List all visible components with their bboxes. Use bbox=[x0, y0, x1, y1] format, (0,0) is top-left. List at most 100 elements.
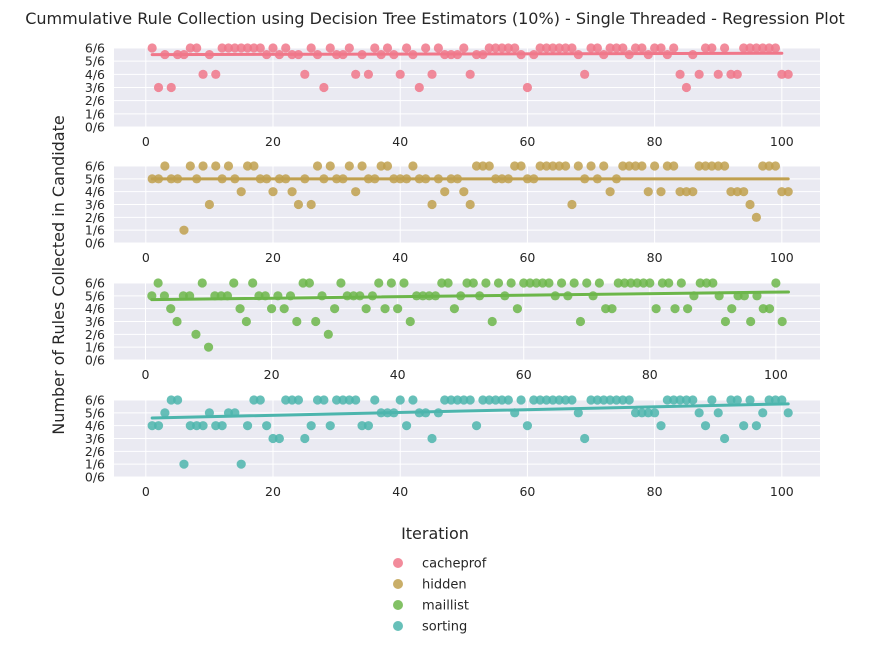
data-point-sorting bbox=[707, 395, 717, 405]
data-point-hidden bbox=[777, 187, 787, 197]
data-point-sorting bbox=[242, 421, 253, 431]
x-axis-label: Iteration bbox=[401, 524, 469, 543]
data-point-cacheprof bbox=[618, 43, 628, 53]
data-point-sorting bbox=[611, 395, 622, 405]
data-point-sorting bbox=[459, 395, 469, 405]
data-point-sorting bbox=[395, 395, 405, 405]
data-point-hidden bbox=[554, 161, 564, 171]
data-point-hidden bbox=[713, 161, 723, 171]
legend-marker-sorting bbox=[393, 621, 403, 631]
data-point-sorting bbox=[363, 421, 374, 431]
data-point-cacheprof bbox=[675, 69, 685, 79]
data-point-sorting bbox=[185, 421, 195, 431]
data-point-hidden bbox=[287, 187, 297, 197]
data-point-maillist bbox=[683, 304, 693, 314]
data-point-hidden bbox=[465, 199, 475, 210]
data-point-hidden bbox=[605, 187, 615, 197]
data-point-cacheprof bbox=[669, 43, 679, 53]
data-point-maillist bbox=[701, 278, 712, 288]
data-point-sorting bbox=[503, 395, 513, 405]
y-tick-label: 0/6 bbox=[85, 120, 105, 135]
legend-marker-cacheprof bbox=[393, 558, 403, 568]
data-point-maillist bbox=[764, 304, 775, 314]
data-point-maillist bbox=[304, 278, 315, 288]
data-point-sorting bbox=[236, 459, 246, 469]
data-point-maillist bbox=[437, 278, 447, 288]
data-point-sorting bbox=[262, 421, 272, 431]
x-tick-label: 100 bbox=[764, 367, 788, 382]
data-point-cacheprof bbox=[535, 43, 545, 53]
legend-label-maillist: maillist bbox=[422, 599, 469, 614]
data-point-maillist bbox=[248, 278, 258, 288]
data-point-maillist bbox=[569, 278, 579, 288]
data-point-hidden bbox=[630, 161, 641, 171]
data-point-cacheprof bbox=[700, 43, 711, 53]
data-point-cacheprof bbox=[344, 43, 354, 53]
data-point-hidden bbox=[751, 212, 761, 222]
data-point-sorting bbox=[452, 395, 463, 405]
data-point-sorting bbox=[325, 421, 335, 431]
data-point-maillist bbox=[506, 278, 516, 288]
data-point-sorting bbox=[529, 395, 539, 405]
x-tick-label: 0 bbox=[142, 250, 150, 265]
data-point-maillist bbox=[771, 278, 781, 288]
data-point-hidden bbox=[242, 161, 253, 171]
data-point-sorting bbox=[573, 408, 583, 418]
data-point-hidden bbox=[179, 225, 189, 235]
data-point-sorting bbox=[204, 408, 215, 418]
data-point-hidden bbox=[764, 161, 774, 171]
data-point-hidden bbox=[376, 161, 386, 171]
y-tick-label: 0/6 bbox=[85, 353, 105, 368]
data-point-cacheprof bbox=[694, 69, 704, 79]
y-tick-label: 5/6 bbox=[85, 405, 105, 420]
data-point-cacheprof bbox=[421, 43, 431, 53]
y-tick-label: 6/6 bbox=[85, 276, 105, 291]
x-tick-label: 60 bbox=[519, 250, 535, 265]
data-point-hidden bbox=[675, 187, 685, 197]
data-point-cacheprof bbox=[510, 43, 520, 53]
data-point-cacheprof bbox=[370, 43, 380, 53]
data-point-hidden bbox=[223, 161, 234, 171]
data-point-maillist bbox=[619, 278, 630, 288]
data-point-maillist bbox=[664, 278, 674, 288]
data-point-sorting bbox=[471, 421, 482, 431]
data-point-cacheprof bbox=[764, 43, 774, 53]
data-point-cacheprof bbox=[650, 43, 660, 53]
x-tick-label: 40 bbox=[392, 250, 408, 265]
data-point-cacheprof bbox=[236, 43, 246, 53]
x-tick-label: 20 bbox=[265, 250, 281, 265]
data-point-sorting bbox=[586, 395, 596, 405]
x-tick-label: 40 bbox=[392, 134, 408, 149]
data-point-sorting bbox=[783, 408, 793, 418]
data-point-sorting bbox=[624, 395, 634, 405]
data-point-sorting bbox=[173, 395, 183, 405]
panel-cacheprof: 0/61/62/63/64/65/66/6 0 20 40 60 80 100 bbox=[85, 41, 820, 149]
y-tick-label: 1/6 bbox=[85, 340, 105, 355]
data-point-cacheprof bbox=[560, 43, 571, 53]
data-point-maillist bbox=[657, 278, 668, 288]
data-point-sorting bbox=[713, 408, 723, 418]
y-tick-label: 3/6 bbox=[85, 314, 105, 329]
x-tick-label: 40 bbox=[390, 367, 406, 382]
data-point-sorting bbox=[618, 395, 628, 405]
data-point-cacheprof bbox=[541, 43, 552, 53]
data-point-cacheprof bbox=[637, 43, 647, 53]
data-point-maillist bbox=[720, 316, 731, 327]
data-point-hidden bbox=[770, 161, 781, 171]
data-point-cacheprof bbox=[554, 43, 564, 53]
data-point-sorting bbox=[548, 395, 558, 405]
data-point-sorting bbox=[637, 408, 647, 418]
data-point-hidden bbox=[726, 187, 736, 197]
data-point-sorting bbox=[688, 395, 698, 405]
data-point-sorting bbox=[758, 408, 768, 418]
y-tick-label: 6/6 bbox=[85, 159, 105, 174]
data-point-sorting bbox=[192, 421, 202, 431]
data-point-maillist bbox=[279, 304, 289, 314]
data-point-maillist bbox=[626, 278, 636, 288]
data-point-sorting bbox=[160, 408, 170, 418]
data-point-cacheprof bbox=[592, 43, 602, 53]
data-point-maillist bbox=[235, 304, 245, 314]
data-point-sorting bbox=[198, 421, 208, 431]
data-point-sorting bbox=[560, 395, 571, 405]
y-tick-label: 6/6 bbox=[85, 41, 105, 56]
